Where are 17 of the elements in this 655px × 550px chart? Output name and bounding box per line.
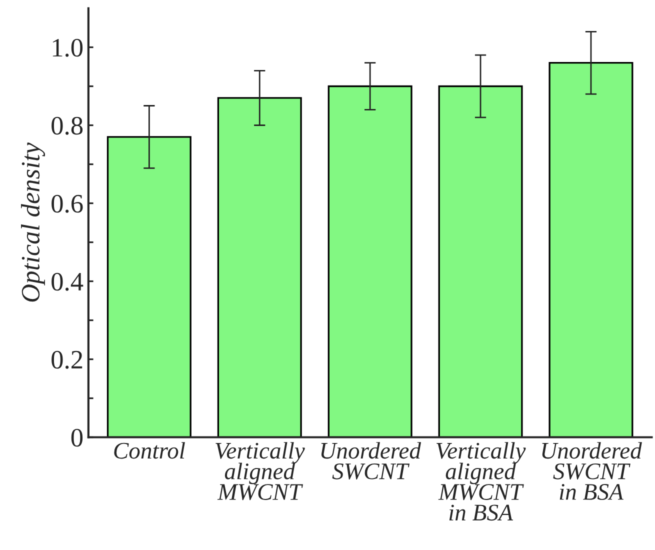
bar [217, 97, 302, 438]
bar [328, 85, 412, 438]
y-tick-label: 1.0 [52, 38, 83, 57]
y-tick-label: 0.8 [52, 116, 83, 135]
bar [438, 85, 523, 438]
x-tick-label: Unordered SWCNT [321, 442, 422, 480]
y-tick-label: 0.4 [52, 272, 84, 291]
y-tick-label: 0 [71, 428, 83, 447]
y-axis-title: Optical density [21, 142, 46, 302]
bar [106, 136, 192, 438]
x-tick-label: Vertically aligned MWCNT [216, 442, 305, 500]
x-tick-label: Vertically aligned MWCNT in BSA [436, 442, 526, 521]
y-tick-label: 0.6 [52, 194, 83, 213]
bar [548, 62, 634, 438]
x-tick-label: Unordered SWCNT in BSA [542, 442, 642, 500]
y-tick-label: 0.2 [52, 350, 82, 369]
x-tick-label: Control [114, 442, 185, 459]
